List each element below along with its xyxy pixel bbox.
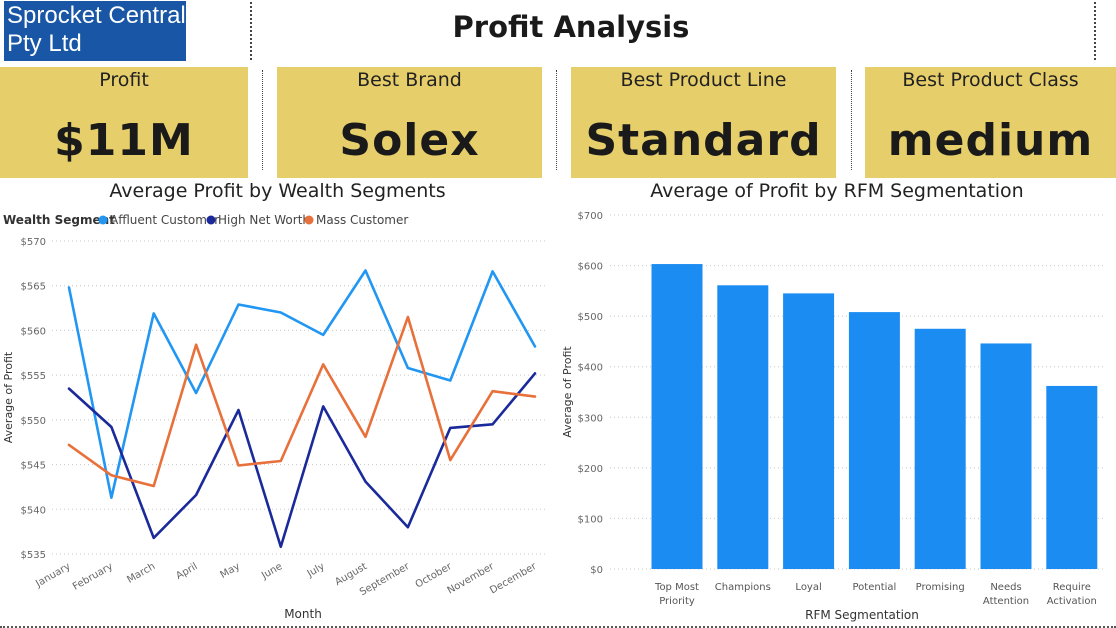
bar	[717, 285, 769, 569]
best-product-line-card[interactable]: Best Product Line Standard	[571, 67, 836, 178]
y-tick-label: $535	[21, 550, 46, 561]
legend-item: Affluent Customer	[110, 213, 219, 227]
x-tick-label: Activation	[1047, 596, 1097, 607]
y-tick-label: $400	[578, 363, 603, 374]
y-tick-label: $545	[21, 461, 46, 472]
y-tick-label: $600	[578, 262, 603, 273]
x-tick-label: Require	[1053, 582, 1091, 593]
y-tick-label: $570	[21, 237, 46, 248]
profit-card[interactable]: Profit $11M	[0, 67, 248, 178]
y-axis-label: Average of Profit	[561, 346, 574, 438]
y-tick-label: $565	[21, 282, 46, 293]
legend-marker	[98, 215, 108, 225]
series-line	[67, 372, 537, 549]
series-line	[67, 315, 537, 488]
x-tick-label: Champions	[715, 582, 771, 593]
y-tick-label: $560	[21, 326, 46, 337]
card-label: Best Product Class	[902, 69, 1079, 91]
x-tick-label: April	[174, 561, 199, 582]
x-tick-label: May	[219, 561, 242, 581]
bar	[1046, 385, 1098, 569]
y-tick-label: $700	[578, 211, 603, 222]
x-tick-label: June	[259, 561, 284, 582]
y-axis-label: Average of Profit	[2, 351, 15, 443]
divider	[250, 2, 252, 60]
y-tick-label: $300	[578, 413, 603, 424]
card-value: Standard	[585, 115, 822, 166]
x-axis-label: RFM Segmentation	[805, 608, 919, 622]
divider	[1094, 2, 1096, 60]
x-tick-label: January	[33, 561, 72, 590]
y-tick-label: $555	[21, 371, 46, 382]
logo-line-2: Pty Ltd	[7, 30, 82, 57]
best-brand-card[interactable]: Best Brand Solex	[277, 67, 542, 178]
x-tick-label: Top Most	[654, 582, 699, 593]
y-tick-label: $550	[21, 416, 46, 427]
x-tick-label: Promising	[916, 582, 965, 593]
y-tick-label: $500	[578, 312, 603, 323]
company-logo: Sprocket Central Pty Ltd	[4, 1, 186, 61]
y-tick-label: $0	[590, 565, 603, 576]
logo-line-1: Sprocket Central	[7, 2, 186, 29]
card-label: Best Brand	[357, 69, 462, 91]
line-chart-title: Average Profit by Wealth Segments	[109, 180, 446, 202]
card-value: medium	[887, 115, 1094, 166]
y-tick-label: $540	[21, 505, 46, 516]
x-tick-label: Priority	[659, 596, 695, 607]
x-tick-label: Attention	[983, 596, 1029, 607]
x-tick-label: November	[446, 561, 497, 597]
bottom-divider	[0, 626, 1116, 628]
bar	[914, 328, 966, 569]
best-product-class-card[interactable]: Best Product Class medium	[865, 67, 1116, 178]
bar	[980, 343, 1032, 569]
x-tick-label: Loyal	[795, 582, 821, 593]
x-tick-label: December	[488, 561, 539, 597]
bar	[848, 312, 900, 569]
bar	[783, 293, 835, 569]
y-tick-label: $200	[578, 464, 603, 475]
x-axis-label: Month	[284, 607, 322, 621]
legend-title: Wealth Segment	[3, 213, 115, 227]
bar-chart-title: Average of Profit by RFM Segmentation	[650, 180, 1024, 202]
x-tick-label: August	[333, 561, 369, 588]
card-value: Solex	[339, 115, 480, 166]
x-tick-label: Potential	[852, 582, 896, 593]
legend-item: Mass Customer	[316, 213, 408, 227]
x-tick-label: March	[125, 561, 157, 586]
legend-item: High Net Worth	[218, 213, 310, 227]
x-tick-label: July	[305, 561, 327, 580]
divider	[262, 70, 263, 170]
x-tick-label: Needs	[990, 582, 1021, 593]
x-tick-label: February	[71, 561, 115, 593]
divider	[851, 70, 852, 170]
series-line	[67, 269, 537, 500]
bar	[651, 264, 703, 569]
card-label: Best Product Line	[620, 69, 787, 91]
bar-chart[interactable]: $0 $100 $200 $300 $400 $500 $600 $700 Top Most Pr…	[556, 205, 1116, 625]
card-value: $11M	[54, 115, 194, 166]
y-tick-label: $100	[578, 514, 603, 525]
card-label: Profit	[99, 69, 149, 91]
legend-marker	[304, 215, 314, 225]
legend-marker	[206, 215, 216, 225]
divider	[556, 70, 557, 170]
page-title: Profit Analysis	[452, 10, 690, 44]
